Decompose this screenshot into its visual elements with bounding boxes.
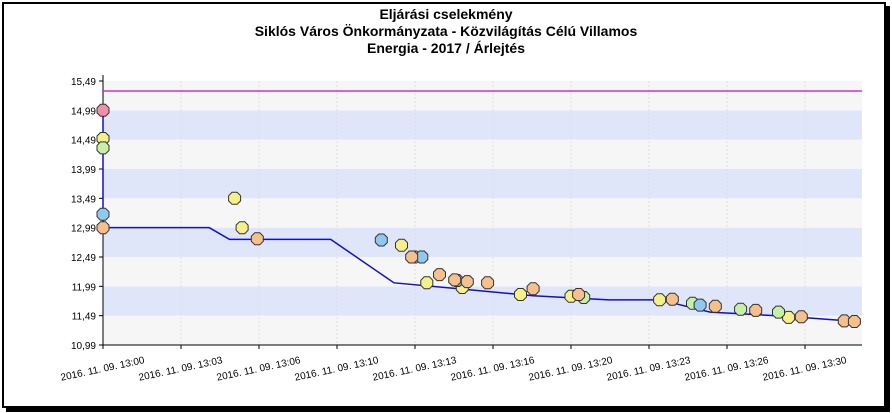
y-tick-label: 13,99 [71,165,96,176]
plot-band [103,110,862,140]
x-tick-label: 2016. 11. 09. 13:06 [216,355,302,384]
bid-point [708,299,722,313]
bid-point [749,303,763,317]
bid-point [460,275,474,289]
bid-point [693,298,707,312]
x-tick-label: 2016. 11. 09. 13:13 [372,355,458,384]
x-tick-label: 2016. 11. 09. 13:03 [138,355,224,384]
bid-point [96,207,110,221]
bid-point [665,292,679,306]
x-tick-label: 2016. 11. 09. 13:23 [606,355,692,384]
bid-point [250,232,264,246]
bid-point [395,238,408,252]
bid-point [772,305,785,319]
plot-band [103,315,862,345]
y-tick-label: 10,99 [71,341,96,352]
bid-point [526,282,540,296]
plot-band [103,81,862,111]
bid-point [448,273,462,287]
plot-band [103,139,862,169]
chart-title: Eljárási cselekmény Siklós Város Önkormá… [0,6,892,57]
bid-point [481,276,495,290]
x-tick-label: 2016. 11. 09. 13:20 [528,355,614,384]
bid-point [514,288,527,301]
x-tick-label: 2016. 11. 09. 13:26 [684,355,770,384]
bid-point [794,310,808,324]
plot-band [103,198,862,228]
y-tick-label: 14,99 [71,106,96,117]
y-tick-label: 14,49 [71,136,96,147]
chart-title-line-2: Siklós Város Önkormányzata - Közvilágítá… [254,23,638,39]
y-tick-label: 12,49 [71,253,96,264]
plot-band [103,227,862,257]
bid-point [572,288,586,301]
x-tick-label: 2016. 11. 09. 13:10 [294,355,380,384]
bid-point [235,221,249,235]
bid-point [847,315,861,328]
bid-point [96,103,110,117]
x-tick-label: 2016. 11. 09. 13:30 [762,355,848,384]
bid-point [420,276,434,290]
bid-point [653,293,667,307]
x-tick-label: 2016. 11. 09. 13:16 [450,355,536,384]
bid-point [837,314,851,328]
y-tick-label: 11,99 [72,282,97,293]
bid-point [228,191,242,205]
bid-point [96,221,110,235]
y-tick-label: 13,49 [71,194,96,205]
chart-title-line-3: Energia - 2017 / Árlejtés [367,40,525,56]
chart-title-line-1: Eljárási cselekmény [379,6,513,22]
bid-point [374,233,388,247]
bid-point [405,250,419,264]
x-tick-label: 2016. 11. 09. 13:00 [60,355,146,384]
plot-band [103,169,862,199]
y-tick-label: 15,49 [71,77,96,88]
y-tick-label: 12,99 [71,224,96,235]
bid-point [96,141,110,155]
y-tick-label: 11,49 [72,312,97,323]
bid-point [433,268,446,282]
bid-point [734,302,748,316]
